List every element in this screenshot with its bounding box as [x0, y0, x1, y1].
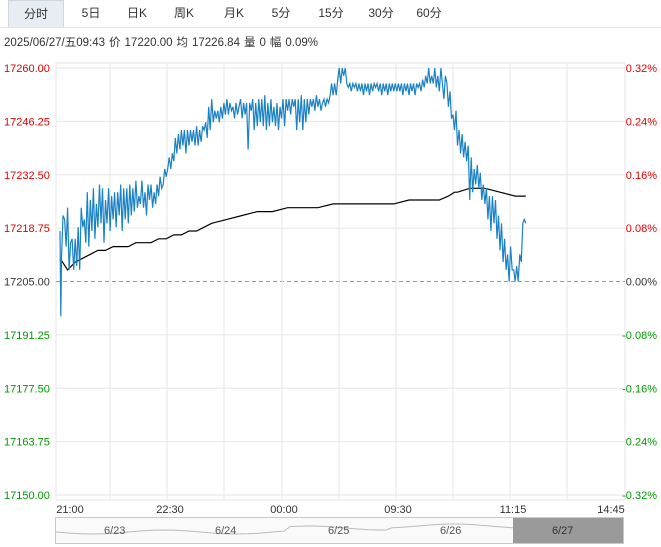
period-tabs: 分时 5日 日K 周K 月K 5分 15分 30分 60分 — [0, 0, 661, 28]
x-tick-label: 00:00 — [270, 504, 298, 516]
y-tick-label-right: -0.32% — [622, 490, 657, 502]
tab-5day[interactable]: 5日 — [81, 6, 101, 20]
volume-label: 量 — [243, 37, 256, 49]
quote-datetime: 2025/06/27/五09:43 — [4, 37, 106, 49]
navigator-label-0623: 6/23 — [104, 525, 126, 537]
y-tick-label-right: -0.16% — [622, 383, 657, 395]
tab-30min[interactable]: 30分 — [368, 6, 394, 20]
y-tick-label-right: 0.32% — [626, 63, 657, 75]
navigator-label-0627: 6/27 — [552, 525, 574, 537]
quote-info-bar: 2025/06/27/五09:43 价 17220.00 均 17226.84 量 0 幅 0.… — [4, 34, 322, 50]
y-tick-label-left: 17191.25 — [4, 330, 50, 342]
x-tick-label: 14:45 — [597, 504, 625, 516]
tab-15min[interactable]: 15分 — [318, 6, 344, 20]
avg-label: 均 — [176, 37, 189, 49]
time-navigator[interactable]: 6/23 6/24 6/25 6/26 6/27 — [55, 517, 624, 544]
tab-daily-k[interactable]: 日K — [126, 6, 147, 20]
y-tick-label-left: 17205.00 — [4, 277, 50, 289]
change-value: 0.09% — [285, 37, 318, 49]
avg-value: 17226.84 — [192, 37, 240, 49]
y-tick-label-left: 17177.50 — [4, 383, 50, 395]
y-tick-label-right: -0.08% — [622, 330, 657, 342]
y-tick-label-left: 17218.75 — [4, 223, 50, 235]
y-tick-label-left: 17260.00 — [4, 63, 50, 75]
tab-weekly-k[interactable]: 周K — [173, 6, 194, 20]
x-tick-label: 22:30 — [156, 504, 184, 516]
y-tick-label-right: 0.24% — [626, 116, 657, 128]
average-price-line — [59, 187, 526, 271]
price-label: 价 — [109, 37, 121, 49]
y-tick-label-right: 0.16% — [626, 170, 657, 182]
tab-intraday[interactable]: 分时 — [8, 0, 64, 27]
change-label: 幅 — [269, 37, 282, 49]
y-tick-label-right: 0.00% — [626, 277, 657, 289]
tab-60min[interactable]: 60分 — [416, 6, 442, 20]
x-tick-label: 21:00 — [56, 504, 84, 516]
y-tick-label-left: 17150.00 — [4, 490, 50, 502]
y-tick-label-left: 17246.25 — [4, 116, 50, 128]
y-tick-label-left: 17163.75 — [4, 437, 50, 449]
navigator-label-0624: 6/24 — [215, 525, 237, 537]
tab-monthly-k[interactable]: 月K — [223, 6, 244, 20]
y-tick-label-right: 0.24% — [626, 437, 657, 449]
volume-value: 0 — [259, 37, 266, 49]
tab-5min[interactable]: 5分 — [271, 6, 291, 20]
price-line — [59, 67, 527, 317]
navigator-label-0625: 6/25 — [328, 525, 350, 537]
y-tick-label-left: 17232.50 — [4, 170, 50, 182]
navigator-selection-handle[interactable] — [513, 518, 623, 543]
x-tick-label: 09:30 — [384, 504, 412, 516]
intraday-chart: 17260.00 17246.25 17232.50 17218.75 17205.00… — [4, 62, 657, 516]
y-tick-label-right: 0.08% — [626, 223, 657, 235]
navigator-label-0626: 6/26 — [440, 525, 462, 537]
x-tick-label: 11:15 — [500, 504, 527, 516]
price-value: 17220.00 — [124, 37, 173, 49]
